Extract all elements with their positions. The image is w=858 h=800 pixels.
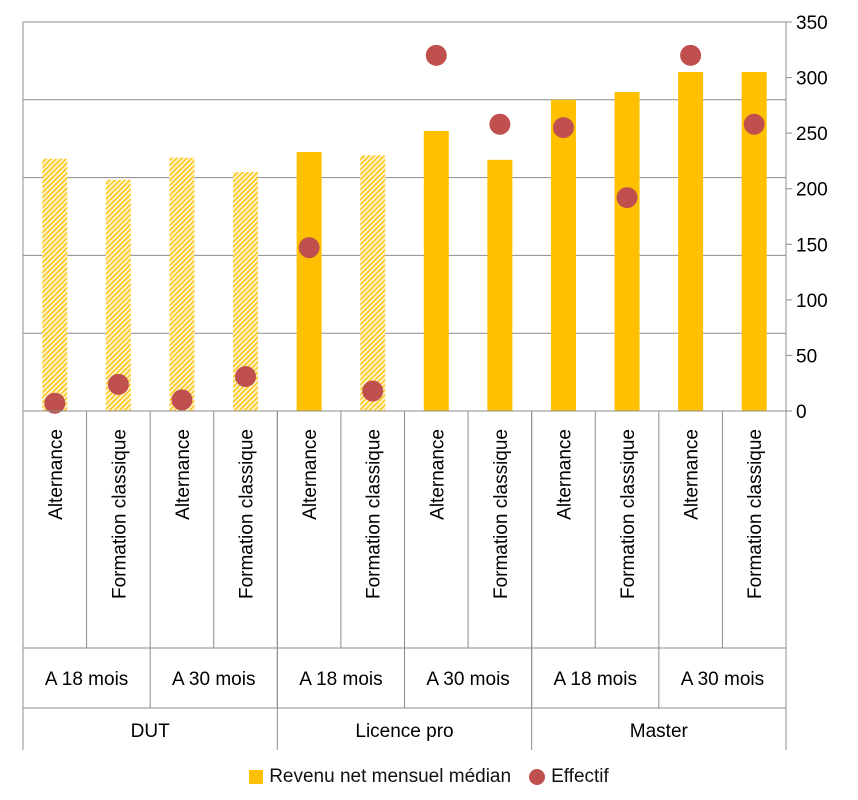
chart: 0 50 100 150 200 250 300 350 Alternance Formatio… xyxy=(22,13,828,750)
y-tick-label: 150 xyxy=(796,235,828,256)
y-tick-label: 250 xyxy=(796,124,828,145)
bar-revenu xyxy=(296,152,322,411)
bar-revenu xyxy=(678,72,704,411)
point-effectif xyxy=(680,44,702,66)
y-tick-label: 200 xyxy=(796,180,828,201)
category-label: Formation classique xyxy=(237,429,258,599)
legend-label-revenu: Revenu net mensuel médian xyxy=(269,766,512,787)
bars xyxy=(42,72,767,412)
group-label: DUT xyxy=(131,721,170,742)
category-labels: Alternance Formation classique Alternance F… xyxy=(23,411,787,750)
subgroup-label: A 30 mois xyxy=(172,669,255,690)
y-tick-labels: 0 50 100 150 200 250 300 350 xyxy=(786,13,828,423)
group-label: Licence pro xyxy=(355,721,453,742)
category-label: Alternance xyxy=(427,429,448,520)
point-effectif xyxy=(552,117,574,139)
bar-revenu xyxy=(423,130,449,412)
subgroup-label: A 30 mois xyxy=(426,669,509,690)
category-label: Formation classique xyxy=(618,429,639,599)
point-effectif xyxy=(44,392,66,414)
bar-revenu xyxy=(487,159,513,411)
point-effectif xyxy=(107,373,129,395)
point-effectif xyxy=(235,366,257,388)
point-effectif xyxy=(171,389,193,411)
legend-item-revenu: Revenu net mensuel médian xyxy=(249,766,511,788)
y-tick-label: 100 xyxy=(796,291,828,312)
point-effectif xyxy=(298,237,320,259)
bar-revenu xyxy=(614,92,640,412)
legend-swatch-effectif xyxy=(529,769,546,785)
bar-revenu xyxy=(169,157,195,411)
category-label: Formation classique xyxy=(364,429,385,599)
bar-revenu xyxy=(550,99,576,412)
y-tick-label: 0 xyxy=(796,402,807,423)
y-tick-label: 350 xyxy=(796,13,828,34)
point-effectif xyxy=(743,113,765,135)
category-label: Formation classique xyxy=(745,429,766,599)
y-tick-label: 300 xyxy=(796,69,828,90)
legend-item-effectif: Effectif xyxy=(529,766,609,788)
subgroup-label: A 18 mois xyxy=(299,669,382,690)
category-label: Alternance xyxy=(300,429,321,520)
category-label: Formation classique xyxy=(491,429,512,599)
category-label: Alternance xyxy=(682,429,703,520)
subgroup-label: A 30 mois xyxy=(681,669,764,690)
category-label: Alternance xyxy=(554,429,575,520)
point-effectif xyxy=(362,380,384,402)
point-effectif xyxy=(616,187,638,209)
point-effectif xyxy=(425,44,447,66)
gridlines xyxy=(23,21,786,412)
effectif-points xyxy=(44,44,765,414)
category-label: Formation classique xyxy=(109,429,130,599)
y-tick-label: 50 xyxy=(796,346,817,367)
point-effectif xyxy=(489,113,511,135)
legend: Revenu net mensuel médian Effectif xyxy=(0,766,858,788)
group-label: Master xyxy=(630,721,689,742)
subgroup-label: A 18 mois xyxy=(45,669,128,690)
axes xyxy=(22,22,792,750)
category-label: Alternance xyxy=(173,429,194,520)
bar-revenu xyxy=(105,179,131,411)
subgroup-label: A 18 mois xyxy=(554,669,637,690)
legend-swatch-revenu xyxy=(249,770,264,784)
category-label: Alternance xyxy=(46,429,67,520)
bar-revenu xyxy=(360,155,386,411)
bar-revenu xyxy=(42,158,68,411)
legend-label-effectif: Effectif xyxy=(551,766,609,787)
